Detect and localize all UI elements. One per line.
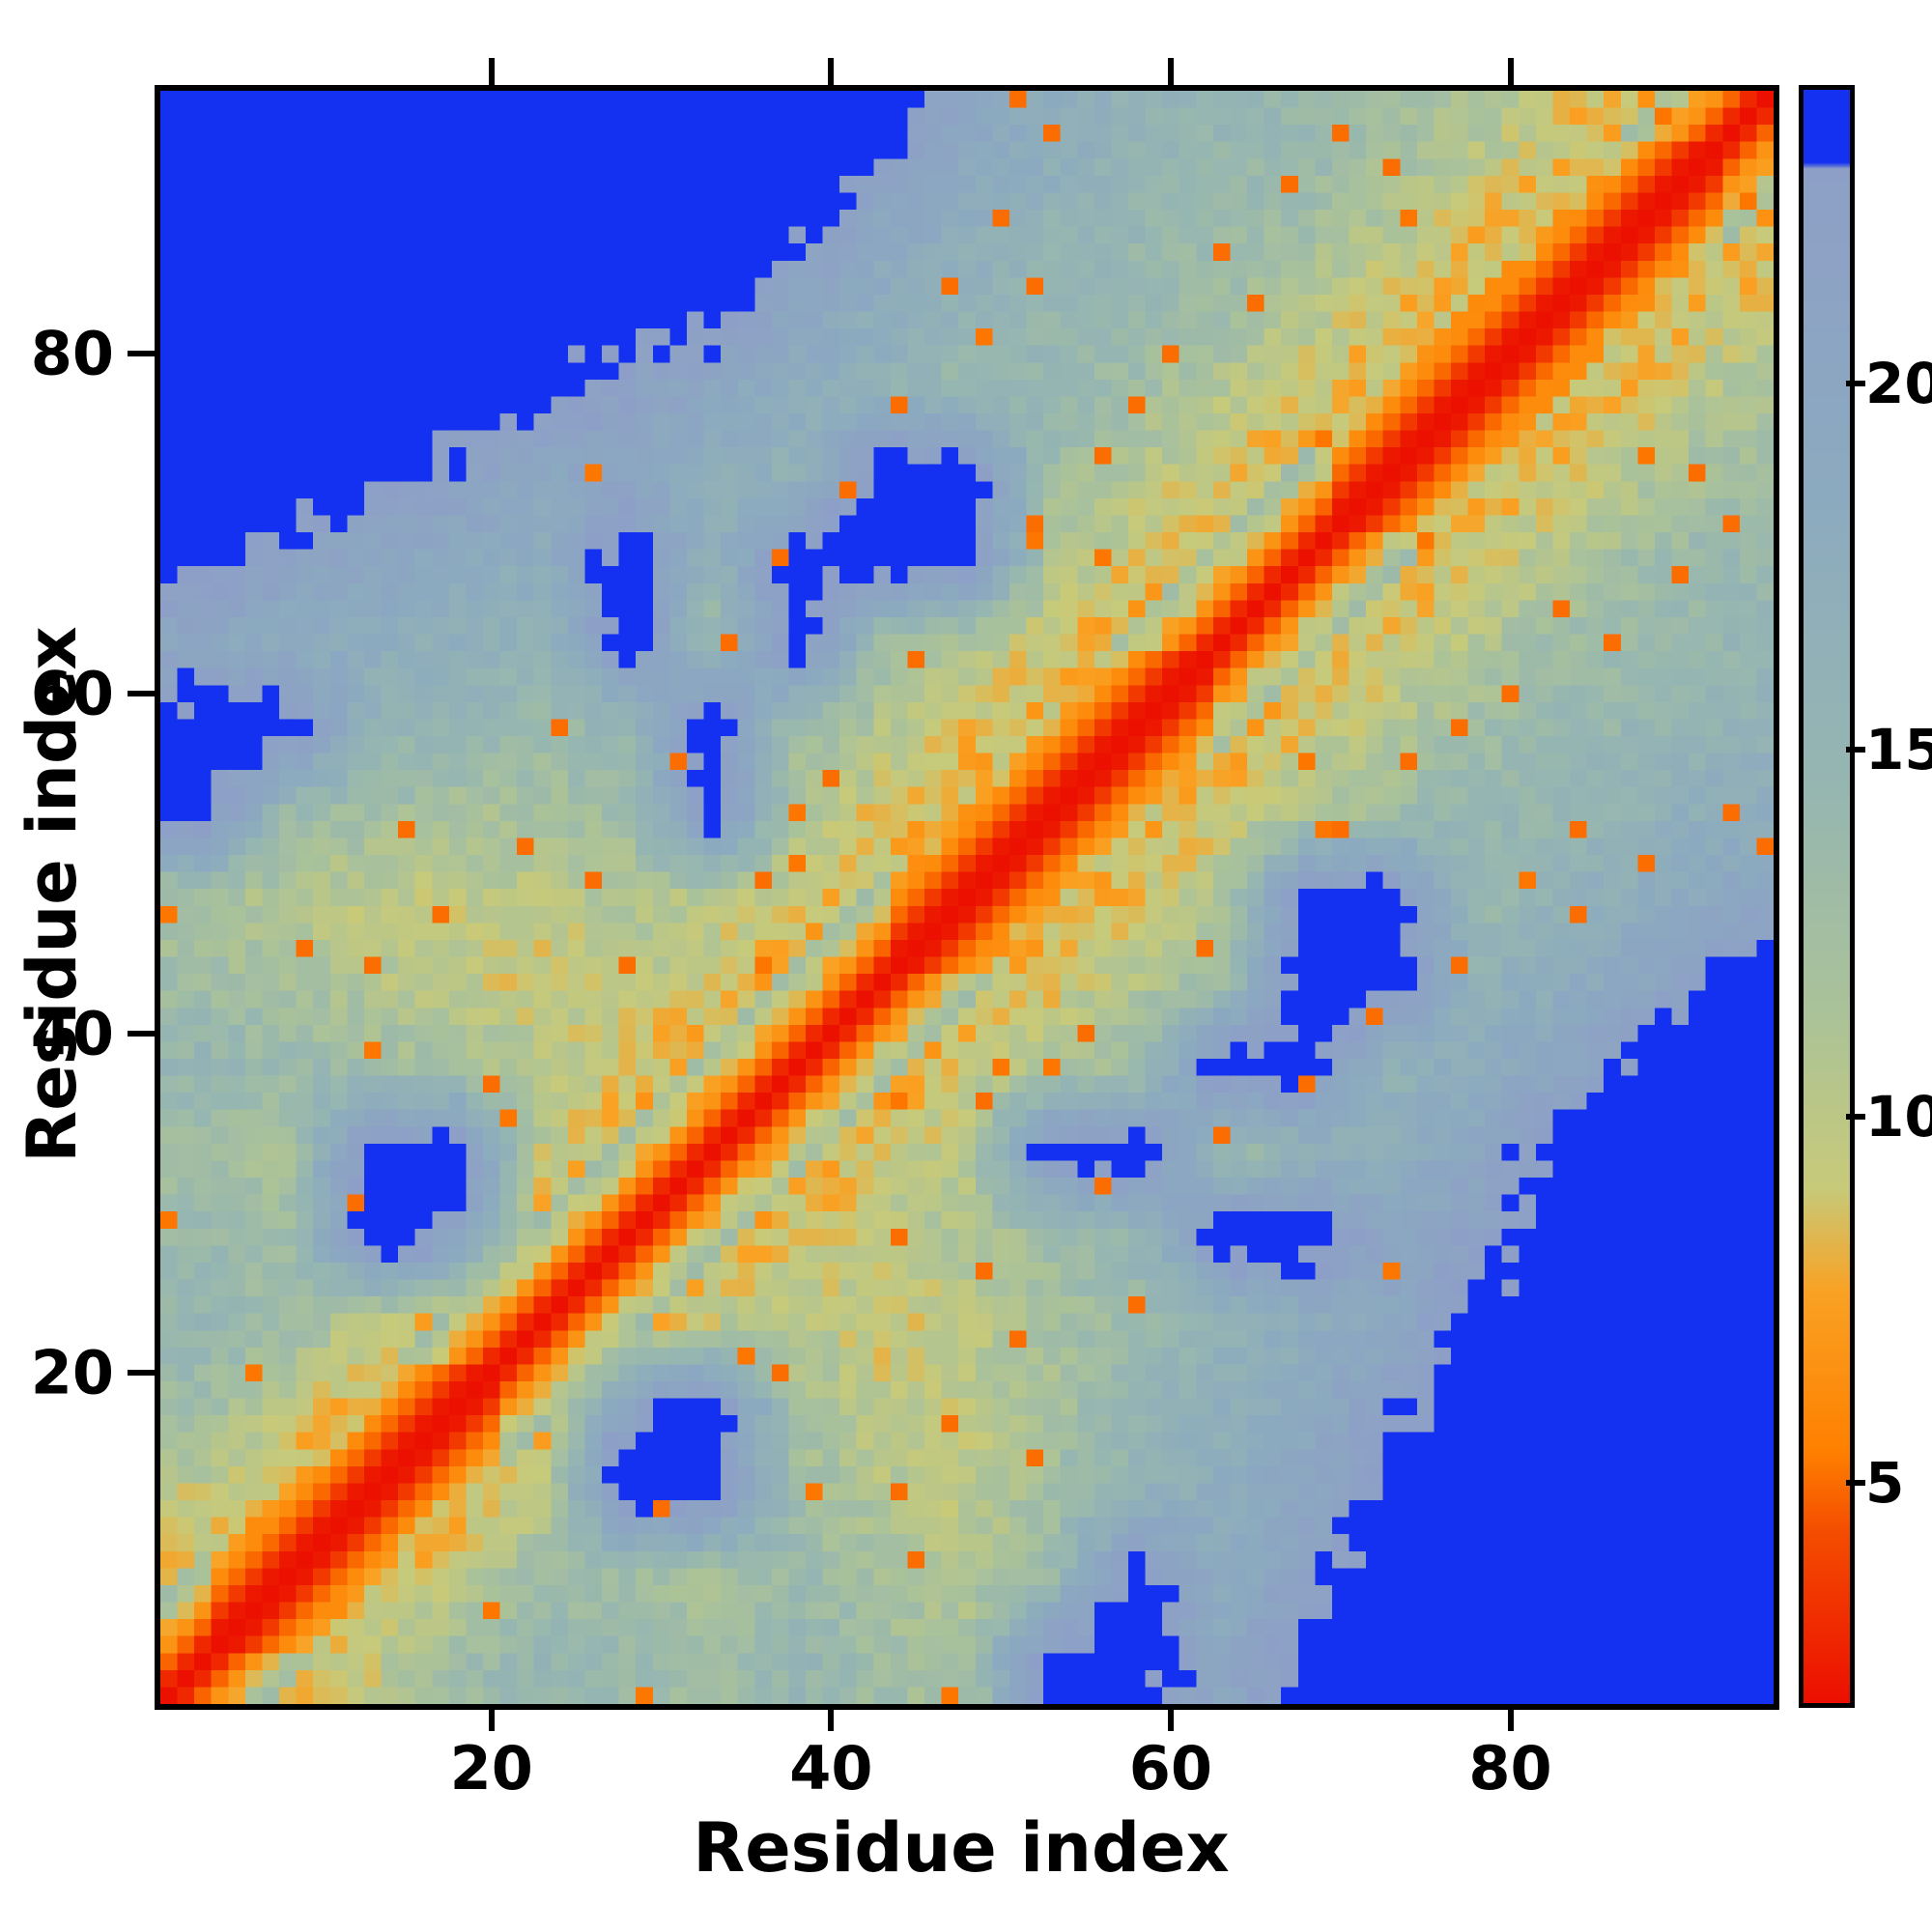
x-tick-mark-top (1167, 58, 1174, 85)
x-tick-mark-top (828, 58, 835, 85)
colorbar-gradient (1804, 90, 1850, 1703)
colorbar-tick-label: 5 (1865, 1450, 1905, 1517)
heatmap-plot: 20 40 60 80 20 40 60 80 (31, 58, 1779, 1804)
colorbar-tick-label: 15 (1865, 717, 1932, 783)
x-axis-label: Residue index (693, 1808, 1230, 1888)
x-tick-label: 80 (1468, 1733, 1552, 1804)
x-tick-mark (488, 1704, 495, 1731)
y-tick-label: 40 (30, 998, 114, 1069)
x-tick-label: 40 (789, 1733, 873, 1804)
colorbar-tick-mark (1846, 1480, 1865, 1487)
colorbar-tick-mark (1846, 747, 1865, 753)
x-tick-label: 60 (1128, 1733, 1213, 1804)
x-tick-mark (1507, 1704, 1514, 1731)
x-tick-mark (1167, 1704, 1174, 1731)
colorbar-tick-label: 10 (1865, 1083, 1932, 1150)
x-tick-mark-top (1507, 58, 1514, 85)
y-tick-label: 60 (30, 658, 114, 729)
y-tick-mark (128, 351, 155, 357)
y-tick-mark (128, 1370, 155, 1377)
x-tick-label: 20 (449, 1733, 533, 1804)
colorbar-tick-mark (1846, 380, 1865, 386)
heatmap-canvas (160, 91, 1774, 1704)
y-tick-mark (128, 691, 155, 697)
y-tick-mark (128, 1030, 155, 1037)
colorbar-tick-mark (1846, 1113, 1865, 1120)
y-tick-label: 20 (30, 1337, 114, 1408)
colorbar-tick-label: 20 (1865, 350, 1932, 416)
x-tick-mark (828, 1704, 835, 1731)
colorbar: 5 10 15 20 (1799, 85, 1932, 1708)
x-tick-mark-top (488, 58, 495, 85)
y-tick-label: 80 (30, 318, 114, 389)
